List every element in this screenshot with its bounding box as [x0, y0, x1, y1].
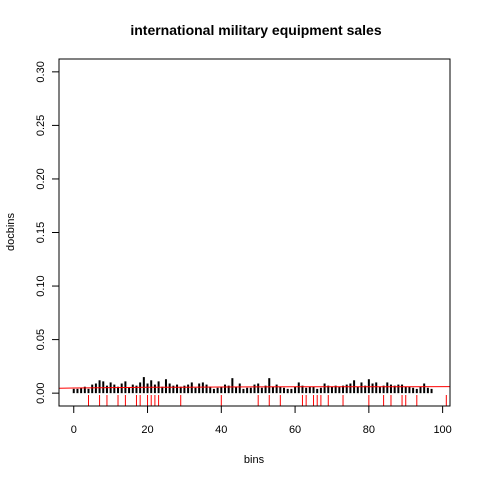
- y-tick-label: 0.25: [35, 115, 47, 136]
- y-axis: 0.00 0.05 0.10 0.15 0.20 0.25 0.30: [35, 61, 60, 404]
- x-tick-label: 80: [363, 424, 375, 436]
- y-tick-label: 0.20: [35, 168, 47, 189]
- x-tick-label: 0: [71, 424, 77, 436]
- x-axis-label: bins: [244, 454, 265, 466]
- y-axis-label: docbins: [5, 213, 17, 251]
- y-tick-label: 0.15: [35, 222, 47, 243]
- x-tick-label: 60: [289, 424, 301, 436]
- y-tick-label: 0.30: [35, 61, 47, 82]
- x-tick-label: 100: [433, 424, 451, 436]
- x-tick-label: 40: [215, 424, 227, 436]
- x-tick-label: 20: [141, 424, 153, 436]
- chart-title: international military equipment sales: [130, 22, 382, 38]
- y-tick-label: 0.05: [35, 329, 47, 350]
- y-tick-label: 0.10: [35, 275, 47, 296]
- plot-area: [58, 377, 451, 406]
- y-tick-label: 0.00: [35, 382, 47, 403]
- density-line: [58, 386, 451, 389]
- x-axis: 0 20 40 60 80 100: [71, 405, 452, 436]
